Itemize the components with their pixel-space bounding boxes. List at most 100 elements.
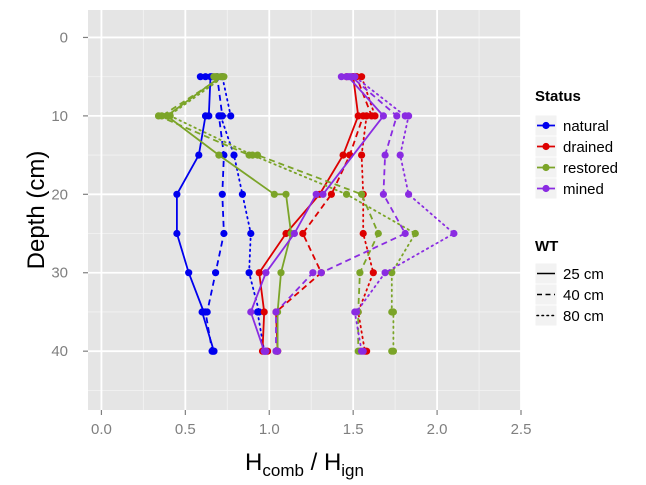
x-tick-label: 1.5 xyxy=(343,421,364,438)
data-point xyxy=(230,151,238,159)
x-axis: 0.0 0.5 1.0 1.5 2.0 2.5 xyxy=(91,410,531,438)
data-point xyxy=(339,151,347,159)
data-point xyxy=(317,269,325,277)
series-line xyxy=(157,75,380,353)
data-point xyxy=(270,190,278,198)
data-point xyxy=(173,190,181,198)
data-point xyxy=(358,73,366,81)
data-point xyxy=(245,269,253,277)
data-point xyxy=(450,229,458,238)
legend-label: natural xyxy=(563,118,609,135)
data-point xyxy=(312,190,320,198)
y-tick-label: 10 xyxy=(51,108,68,125)
legend-wt: WT 25 cm 40 cm 80 cm xyxy=(534,238,604,327)
data-point xyxy=(381,151,389,159)
data-point xyxy=(379,112,387,120)
data-point xyxy=(405,112,413,120)
series-layer xyxy=(154,73,458,355)
legend-status: Status natural drained restored mined xyxy=(534,88,618,200)
data-point xyxy=(381,269,389,277)
data-point xyxy=(359,347,367,355)
data-point xyxy=(255,269,263,277)
data-point xyxy=(248,151,257,159)
legend-item-mined: mined xyxy=(534,177,604,200)
data-point xyxy=(290,229,298,238)
data-point xyxy=(218,190,226,198)
legend-key-point xyxy=(542,163,550,172)
data-point xyxy=(154,112,163,120)
data-point xyxy=(201,112,210,120)
series-line xyxy=(175,75,215,353)
data-point xyxy=(210,347,218,355)
data-point xyxy=(354,112,362,120)
data-point xyxy=(401,229,409,238)
y-axis-title: Depth (cm) xyxy=(23,151,50,270)
y-tick-label: 40 xyxy=(51,343,68,360)
legend-status-title: Status xyxy=(535,88,581,105)
legend-label: restored xyxy=(563,160,618,177)
series-line xyxy=(348,75,455,353)
data-point xyxy=(351,308,359,316)
data-point xyxy=(369,269,377,277)
plot-panel xyxy=(88,10,521,410)
x-tick-label: 2.5 xyxy=(511,421,532,438)
y-tick-label: 0 xyxy=(60,29,68,46)
data-point xyxy=(262,347,270,355)
legend-item-drained: drained xyxy=(534,135,613,158)
data-point xyxy=(327,190,335,198)
data-point xyxy=(282,229,290,238)
data-point xyxy=(247,308,255,316)
data-point xyxy=(319,190,327,198)
data-point xyxy=(388,347,396,355)
legend-label: drained xyxy=(563,139,613,156)
data-point xyxy=(371,112,379,120)
legend-wt-title: WT xyxy=(535,238,558,255)
legend-item-wt-solid: 25 cm xyxy=(534,262,604,285)
data-point xyxy=(253,308,262,316)
data-point xyxy=(173,229,181,238)
series-line xyxy=(167,75,417,353)
data-point xyxy=(342,190,351,198)
data-point xyxy=(374,229,382,238)
data-point xyxy=(238,190,246,198)
series-line xyxy=(275,75,407,353)
data-point xyxy=(379,190,387,198)
data-point xyxy=(358,190,366,198)
data-point xyxy=(220,229,228,238)
series-mined-solid xyxy=(247,73,387,355)
data-point xyxy=(346,73,354,81)
data-point xyxy=(220,73,228,81)
data-point xyxy=(351,73,359,81)
data-point xyxy=(217,112,225,120)
series-line xyxy=(275,75,373,352)
data-point xyxy=(337,73,345,81)
data-point xyxy=(272,308,280,316)
series-mined-dotted xyxy=(346,73,458,355)
x-axis-title: Hcomb / Hign xyxy=(245,449,364,480)
legend-key-box xyxy=(534,304,558,327)
legend-label: 25 cm xyxy=(563,266,604,283)
data-point xyxy=(274,347,282,355)
data-point xyxy=(396,151,404,159)
data-point xyxy=(363,112,371,120)
x-tick-label: 1.0 xyxy=(259,421,280,438)
data-point xyxy=(196,73,204,81)
legend-item-wt-dashed: 40 cm xyxy=(534,283,604,306)
x-axis-title-sub2: ign xyxy=(341,461,364,480)
data-point xyxy=(389,308,397,316)
x-axis-title-main: H xyxy=(245,449,262,476)
legend-key-point xyxy=(542,142,550,151)
y-axis: 0 10 20 30 40 xyxy=(51,29,88,360)
data-point xyxy=(247,229,255,238)
data-point xyxy=(201,73,210,81)
legend-label: 40 cm xyxy=(563,287,604,304)
data-point xyxy=(227,112,235,120)
data-point xyxy=(195,151,203,159)
x-tick-label: 2.0 xyxy=(427,421,448,438)
data-point xyxy=(356,269,364,277)
legend-label: mined xyxy=(563,181,604,198)
data-point xyxy=(405,190,413,198)
legend-item-natural: natural xyxy=(534,114,609,137)
data-point xyxy=(260,308,268,316)
